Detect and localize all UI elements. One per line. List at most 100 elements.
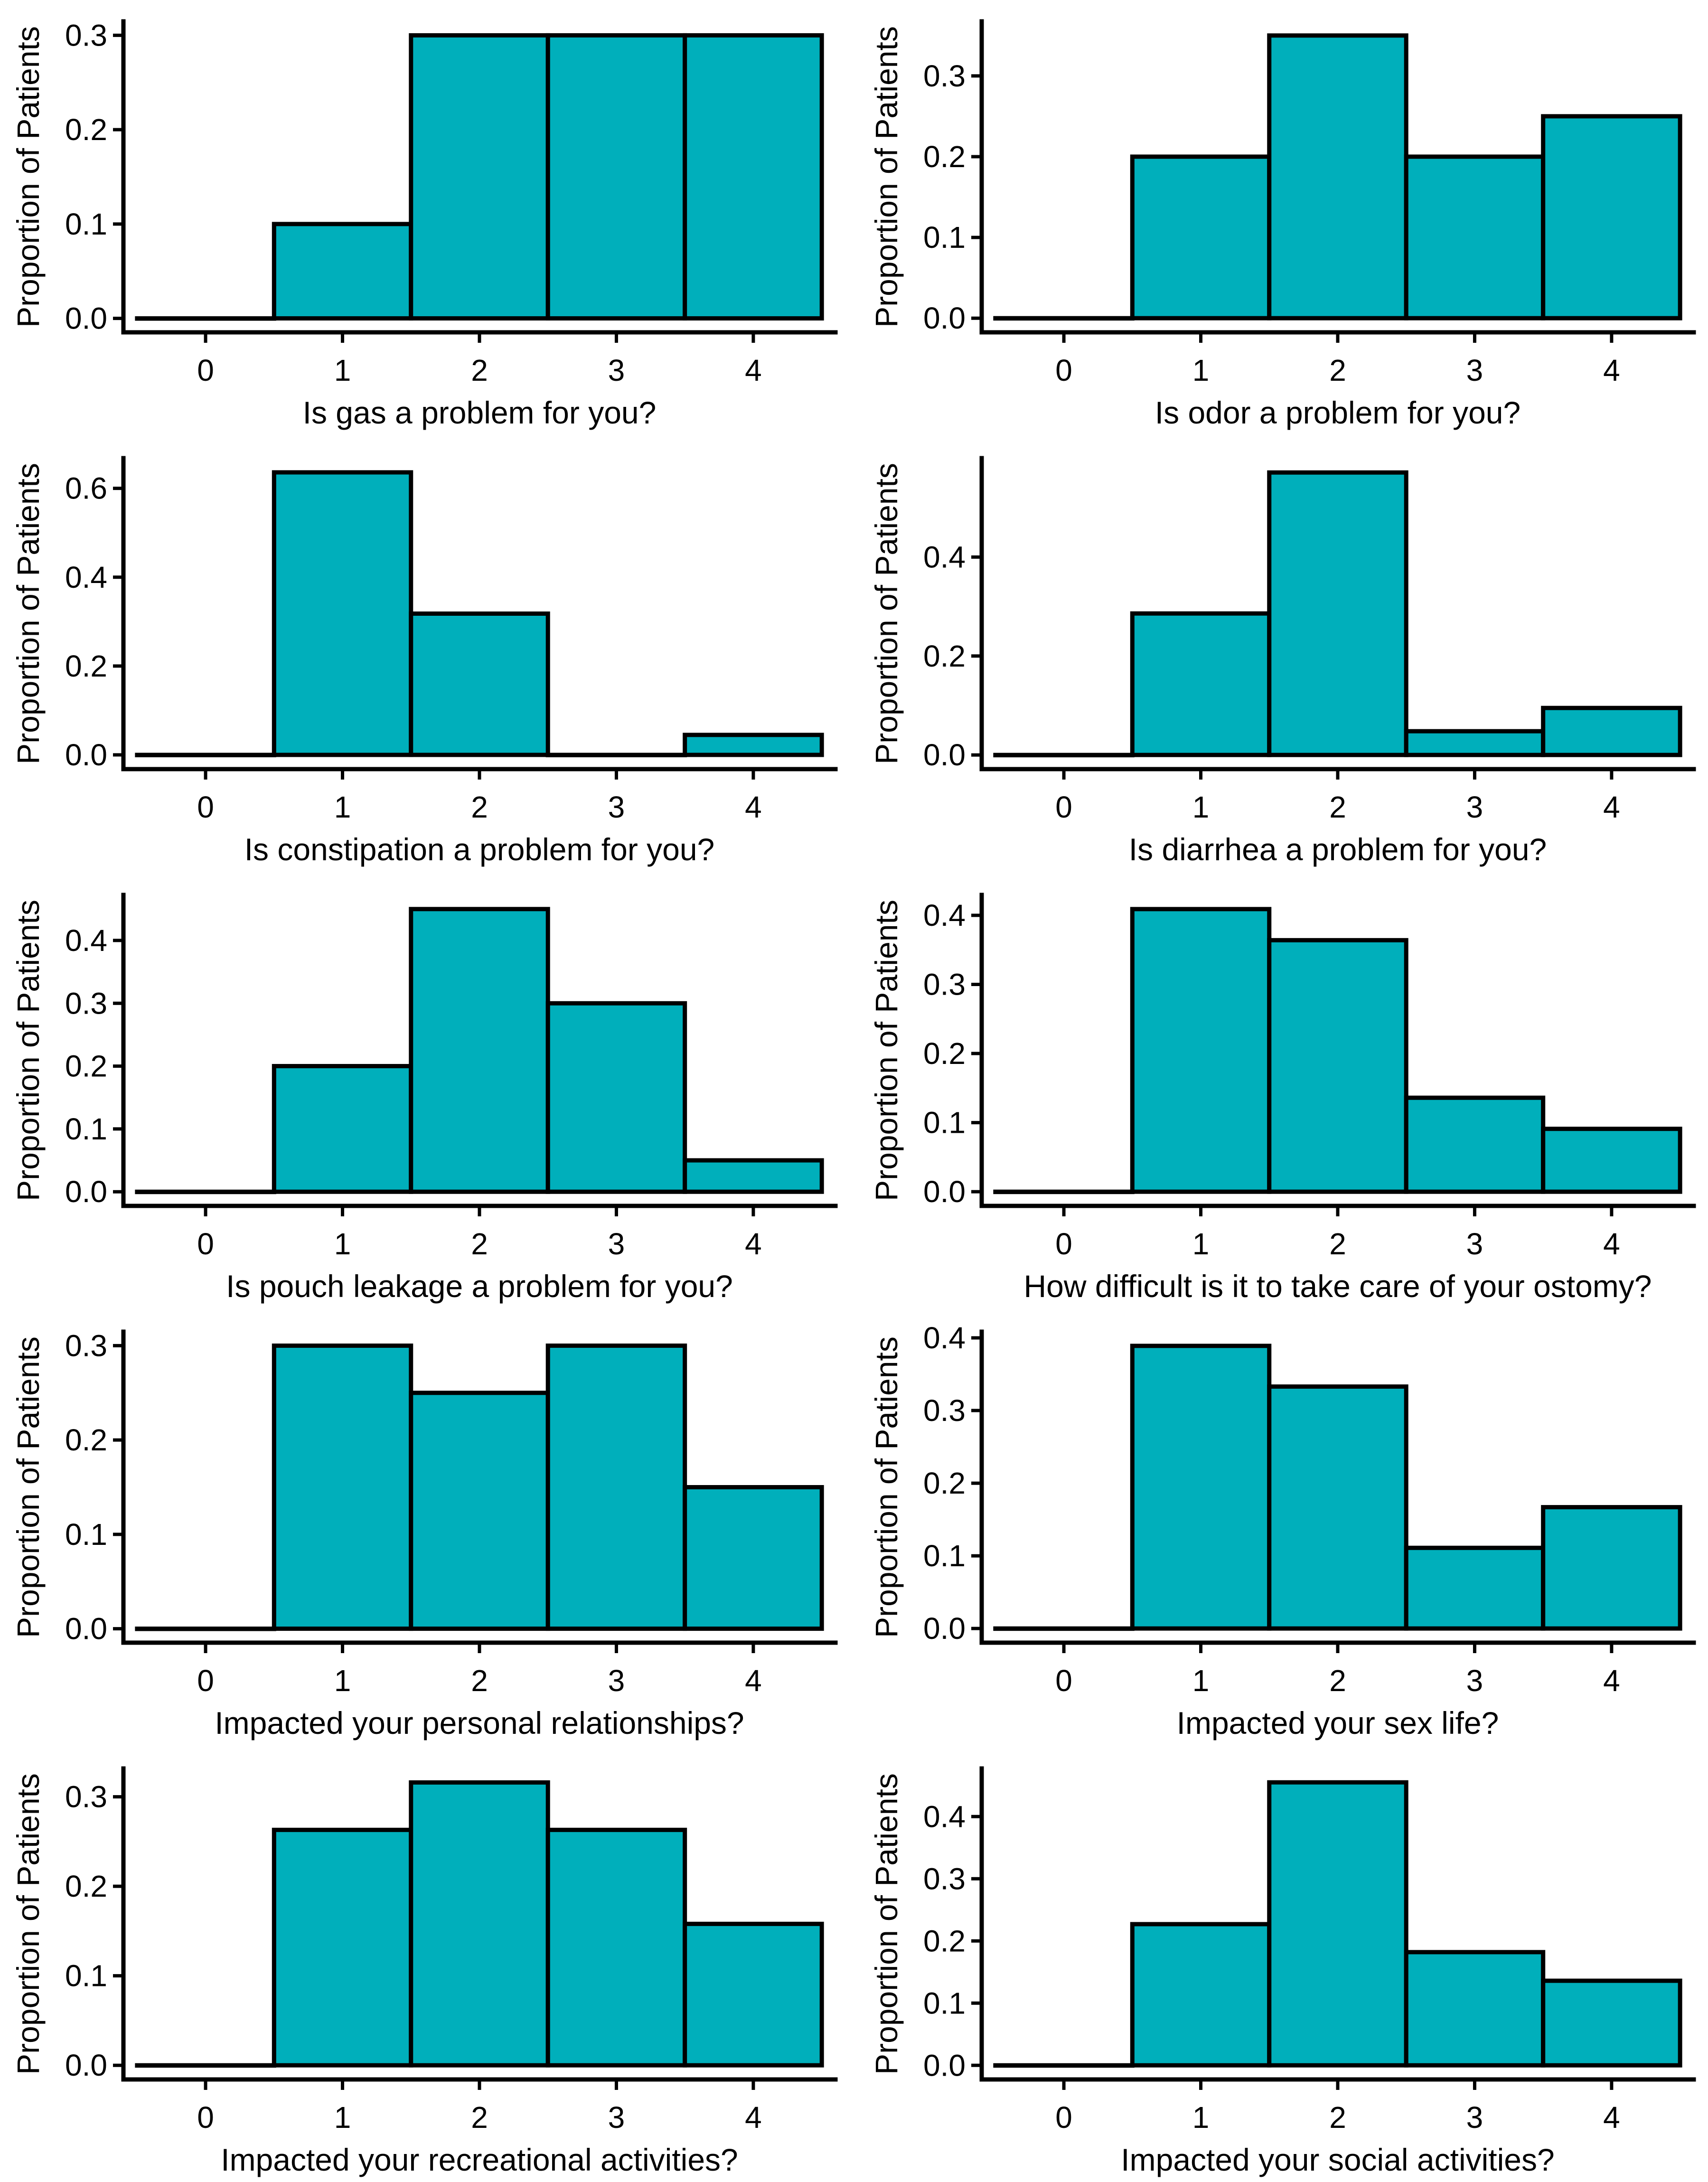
x-axis-title: Is gas a problem for you? (303, 395, 657, 430)
x-tick-label: 1 (334, 1227, 351, 1261)
x-axis-title: How difficult is it to take care of your… (1024, 1269, 1652, 1304)
x-tick-label: 4 (745, 1227, 762, 1261)
chart-panel-3: 0.0 0.2 0.4 0.6 0 1 2 3 4 Is constipation a probl… (10, 456, 838, 867)
bar (1404, 729, 1546, 757)
y-axis-title: Proportion of Patients (869, 900, 904, 1201)
x-axis-title: Impacted your social activities? (1121, 2142, 1554, 2177)
bar (1541, 1978, 1682, 2068)
bar (1541, 114, 1682, 320)
bar (993, 1626, 1135, 1631)
bar (1404, 1950, 1546, 2068)
y-tick-label: 0.2 (65, 113, 107, 147)
y-tick-label: 0.2 (923, 639, 966, 673)
y-tick-label: 0.3 (65, 1780, 107, 1814)
y-tick-label: 0.4 (923, 1321, 966, 1355)
x-tick-label: 0 (197, 353, 214, 387)
bar (1267, 1780, 1408, 2068)
bar (993, 2063, 1135, 2068)
bar (272, 222, 413, 321)
y-axis-title: Proportion of Patients (10, 1773, 46, 2075)
y-tick-label: 0.4 (923, 540, 966, 574)
x-tick-label: 2 (471, 1227, 488, 1261)
bar (1541, 1505, 1682, 1631)
y-tick-label: 0.1 (65, 1959, 107, 1993)
bar (135, 2063, 276, 2068)
bar (683, 1485, 824, 1631)
bar (1130, 154, 1272, 320)
bar (1541, 705, 1682, 757)
x-tick-label: 1 (334, 2100, 351, 2135)
bar (272, 1827, 413, 2068)
y-tick-label: 0.0 (923, 301, 966, 335)
x-tick-label: 4 (745, 353, 762, 387)
x-tick-label: 0 (1055, 1664, 1072, 1698)
y-tick-label: 0.4 (923, 1799, 966, 1834)
bar (1267, 33, 1408, 320)
x-tick-label: 0 (197, 1664, 214, 1698)
chart-panel-1: 0.0 0.1 0.2 0.3 0 1 2 3 4 Is gas a problem for yo… (10, 18, 838, 430)
x-tick-label: 3 (1466, 353, 1483, 387)
bar (409, 1391, 550, 1631)
x-axis-title: Is pouch leakage a problem for you? (226, 1269, 733, 1304)
x-tick-label: 0 (197, 790, 214, 824)
bar (545, 1343, 687, 1631)
x-tick-label: 3 (1466, 790, 1483, 824)
y-tick-label: 0.3 (923, 967, 966, 1001)
chart-panel-8: 0.0 0.1 0.2 0.3 0.4 0 1 2 3 4 Impacted your sex li… (869, 1321, 1696, 1740)
y-tick-label: 0.3 (65, 986, 107, 1020)
x-tick-label: 3 (1466, 1227, 1483, 1261)
bar (409, 611, 550, 757)
bar (1404, 154, 1546, 320)
x-axis-title: Is diarrhea a problem for you? (1129, 832, 1547, 867)
y-tick-label: 0.0 (923, 1611, 966, 1646)
bar (1404, 1545, 1546, 1631)
y-tick-label: 0.0 (65, 1175, 107, 1209)
y-tick-label: 0.1 (923, 220, 966, 254)
y-tick-label: 0.2 (923, 1036, 966, 1071)
x-axis-title: Impacted your recreational activities? (221, 2142, 738, 2177)
y-tick-label: 0.1 (923, 1539, 966, 1573)
x-tick-label: 0 (1055, 1227, 1072, 1261)
x-tick-label: 4 (745, 2100, 762, 2135)
bar (993, 316, 1135, 321)
y-tick-label: 0.0 (65, 1612, 107, 1646)
x-tick-label: 2 (1329, 1227, 1346, 1261)
y-axis-title: Proportion of Patients (869, 1773, 904, 2075)
bar (409, 907, 550, 1194)
x-tick-label: 3 (608, 2100, 625, 2135)
chart-panel-5: 0.0 0.1 0.2 0.3 0.4 0 1 2 3 4 Is pouch leakage a p… (10, 893, 838, 1304)
y-tick-label: 0.1 (65, 207, 107, 241)
y-tick-label: 0.1 (923, 1986, 966, 2020)
x-tick-label: 2 (471, 2100, 488, 2135)
bar (1267, 938, 1408, 1194)
x-tick-label: 1 (334, 790, 351, 824)
y-axis-title: Proportion of Patients (10, 1336, 46, 1638)
chart-panel-6: 0.0 0.1 0.2 0.3 0.4 0 1 2 3 4 How difficult is it … (869, 893, 1696, 1304)
bar (272, 1343, 413, 1631)
y-tick-label: 0.3 (65, 1328, 107, 1363)
bar (683, 1158, 824, 1194)
y-axis-title: Proportion of Patients (10, 26, 46, 328)
x-axis-title: Impacted your personal relationships? (215, 1705, 744, 1740)
x-tick-label: 3 (1466, 1664, 1483, 1698)
bar (1130, 611, 1272, 757)
x-tick-label: 2 (1329, 790, 1346, 824)
x-tick-label: 0 (197, 2100, 214, 2135)
x-tick-label: 4 (1603, 1664, 1620, 1698)
bar (409, 1780, 550, 2068)
y-tick-label: 0.0 (65, 738, 107, 772)
x-tick-label: 3 (608, 790, 625, 824)
bar (1130, 1344, 1272, 1631)
y-tick-label: 0.2 (923, 1466, 966, 1500)
x-tick-label: 4 (745, 1664, 762, 1698)
x-tick-label: 1 (334, 1664, 351, 1698)
bar (683, 1921, 824, 2068)
bar (1404, 1095, 1546, 1194)
y-tick-label: 0.2 (65, 1869, 107, 1903)
x-tick-label: 3 (608, 1227, 625, 1261)
y-tick-label: 0.2 (923, 1924, 966, 1958)
y-tick-label: 0.0 (923, 2048, 966, 2082)
bar (1130, 1922, 1272, 2068)
